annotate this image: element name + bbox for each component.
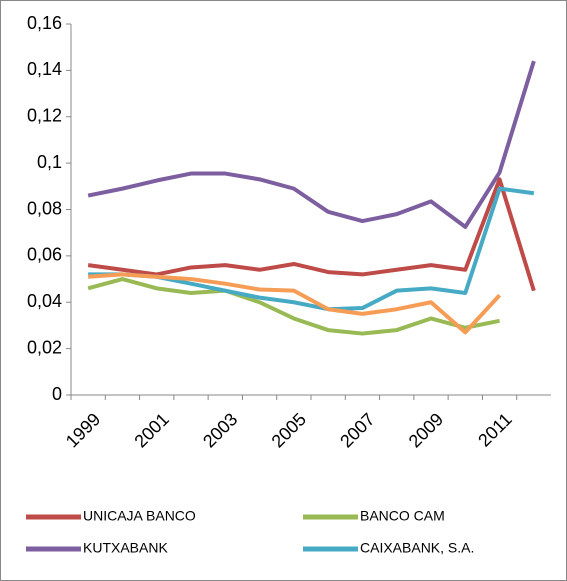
series-line [88,272,502,335]
y-tick-label: 0 [52,384,62,404]
y-tick-label: 0,06 [27,245,62,265]
series-line [87,177,536,292]
legend-label: UNICAJA BANCO [83,508,196,524]
y-tick-label: 0,02 [27,337,62,357]
y-tick-label: 0,12 [27,106,62,126]
y-tick-label: 0,08 [27,198,62,218]
legend-label: CAIXABANK, S.A. [360,540,474,556]
legend-label: BANCO CAM [360,508,445,524]
y-tick-label: 0,04 [27,291,62,311]
y-tick-label: 0,14 [27,59,62,79]
y-tick-label: 0,16 [27,13,62,33]
series-line [87,277,500,336]
legend-label: KUTXABANK [83,540,168,556]
series-line [87,60,536,229]
y-tick-label: 0,1 [37,152,62,172]
